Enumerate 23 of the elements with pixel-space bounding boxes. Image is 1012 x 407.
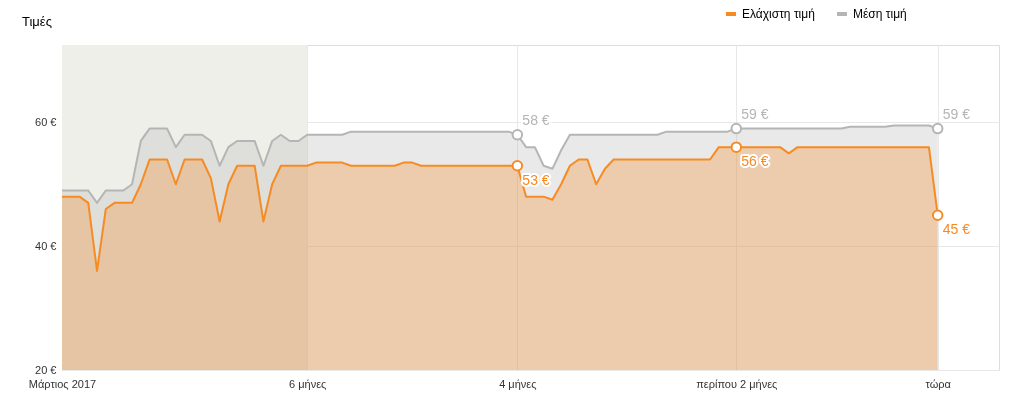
legend-label: Ελάχιστη τιμή [742,7,815,21]
x-tick-label: 4 μήνες [499,377,537,390]
point [730,141,743,153]
y-tick-label: 20 € [35,363,57,376]
point [511,129,524,141]
annotation: 53 € [522,171,550,188]
y-tick-label: 40 € [35,239,57,252]
annotation: 59 € [741,105,769,122]
point [931,209,944,221]
x-tick-label: περίπου 2 μήνες [696,377,778,390]
point [730,122,743,135]
annotation: 45 € [942,221,971,238]
x-tick-label: Μάρτιος 2017 [28,377,97,390]
annotation: 59 € [942,105,971,122]
x-tick-label: τώρα [925,377,952,390]
annotation: 56 € [741,153,769,170]
point [511,159,524,172]
y-tick-label: 60 € [35,115,57,128]
annotation: 58 € [522,111,550,128]
legend-label: Μέση τιμή [853,7,907,21]
x-tick-label: 6 μήνες [289,377,327,390]
point [931,122,944,135]
chart-title: Τιμές [22,14,52,29]
